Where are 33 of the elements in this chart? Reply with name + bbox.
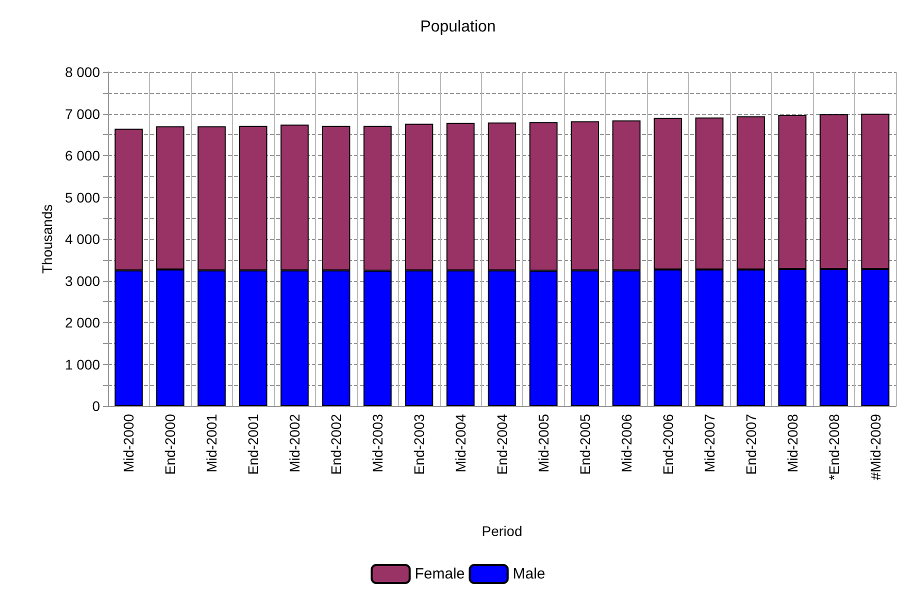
chart-title: Population [420,18,496,36]
y-tick-label: 2 000 [64,314,100,330]
x-tick-label: End-2001 [245,414,262,475]
y-tick-label: 7 000 [64,106,100,122]
y-tick-label: 6 000 [64,148,100,164]
x-tick-label: Mid-2005 [535,414,552,472]
x-axis-title: Period [482,523,522,539]
x-tick-label: End-2004 [494,414,510,475]
y-tick-label: 0 [92,398,100,414]
x-tick-label: End-2007 [742,414,759,475]
x-tick-label: Mid-2004 [452,414,469,472]
y-axis-title: Thousands [39,204,56,274]
x-tick-label: *End-2008 [826,414,842,480]
x-tick-label: Mid-2000 [120,414,137,472]
y-tick-label: 5 000 [64,189,100,206]
x-tick-label: Mid-2006 [618,414,634,472]
x-tick-label: #Mid-2009 [867,414,884,480]
y-tick-label: 3 000 [64,272,100,289]
x-tick-label: End-2003 [411,414,428,475]
x-tick-label: Mid-2007 [701,414,718,472]
x-tick-label: Mid-2003 [370,414,386,472]
x-tick-label: Mid-2001 [204,414,220,472]
x-tick-label: End-2000 [162,414,178,475]
legend-label: Female [414,566,465,582]
x-tick-label: End-2005 [576,414,593,475]
legend-label: Male [512,566,546,582]
y-tick-label: 4 000 [64,231,100,247]
y-tick-label: 1 000 [64,356,100,372]
y-tick-label: 8 000 [64,64,100,80]
x-tick-label: End-2006 [660,414,676,475]
x-tick-label: End-2002 [328,414,344,475]
x-tick-label: Mid-2008 [784,414,800,472]
x-tick-label: Mid-2002 [286,414,303,472]
